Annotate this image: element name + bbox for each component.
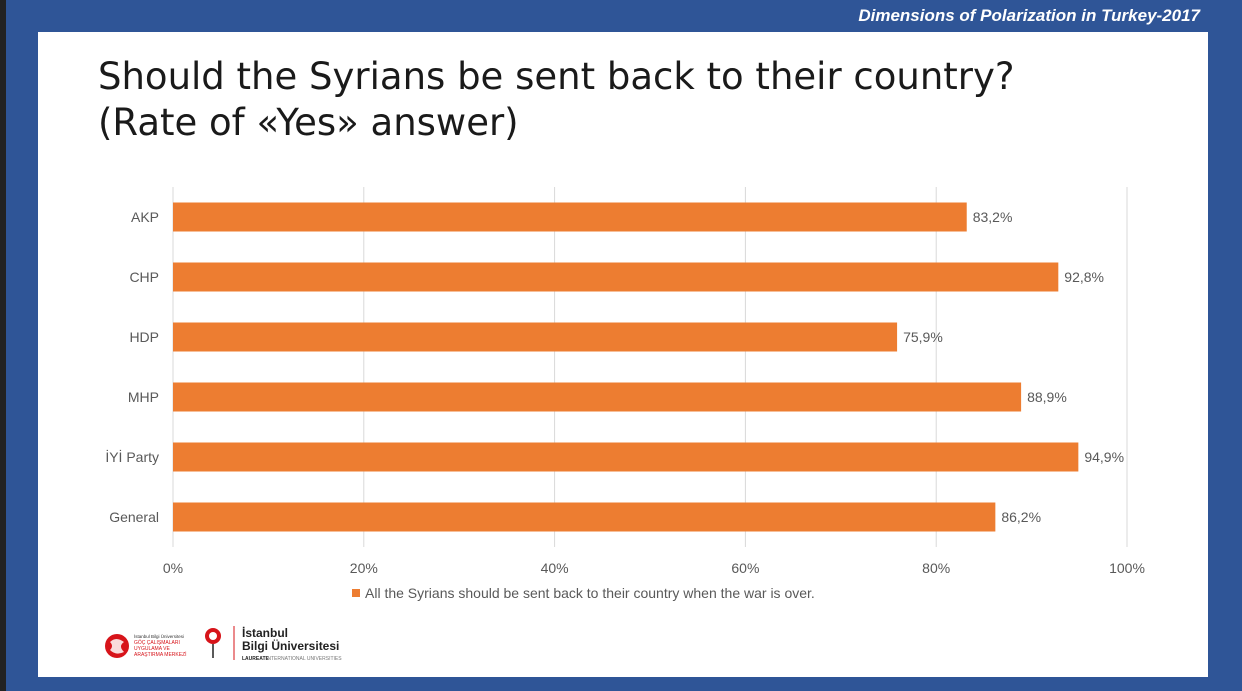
left-edge <box>0 0 6 691</box>
x-tick-label-80: 80% <box>922 560 950 576</box>
goc-logo-line-4: ARAŞTIRMA MERKEZİ <box>134 651 187 658</box>
bar-3 <box>173 382 1022 412</box>
bar-1 <box>173 262 1059 292</box>
data-label-4: 94,9% <box>1084 449 1124 465</box>
x-tick-label-100: 100% <box>1109 560 1145 576</box>
category-label-3: MHP <box>128 389 159 405</box>
header-title: Dimensions of Polarization in Turkey-201… <box>858 6 1200 25</box>
bilgi-logo-tag: INTERNATIONAL UNIVERSITIES <box>266 656 342 662</box>
bar-0 <box>173 202 967 232</box>
data-label-2: 75,9% <box>903 329 943 345</box>
legend-label: All the Syrians should be sent back to t… <box>365 585 815 601</box>
category-label-1: CHP <box>129 269 159 285</box>
goc-logo-line-1: İstanbul Bilgi Üniversitesi <box>134 633 184 639</box>
category-label-4: İYİ Party <box>105 448 159 465</box>
data-label-5: 86,2% <box>1001 509 1041 525</box>
slide-title-line-2: (Rate of «Yes» answer) <box>98 101 519 144</box>
bilgi-logo-line-2: Bilgi Üniversitesi <box>242 638 339 653</box>
goc-center-logo: İstanbul Bilgi Üniversitesi GÖÇ ÇALIŞMAL… <box>104 632 194 667</box>
bilgi-logo-line-1: İstanbul <box>242 625 288 640</box>
slide: Should the Syrians be sent back to their… <box>38 32 1208 677</box>
data-label-3: 88,9% <box>1027 389 1067 405</box>
category-label-2: HDP <box>129 329 159 345</box>
bilgi-logo-mark: İstanbul Bilgi Üniversitesi LAUREATE INT… <box>205 625 342 662</box>
data-label-0: 83,2% <box>973 209 1013 225</box>
bar-chart: 0% 20% 40% 60% 80% 100% AKP 83,2% CHP 92,8% HDP 75,… <box>105 187 1145 601</box>
bar-4 <box>173 442 1079 472</box>
bilgi-logo-tag-bold: LAUREATE <box>242 656 270 662</box>
goc-logo-line-3: UYGULAMA VE <box>134 646 171 652</box>
slide-title: Should the Syrians be sent back to their… <box>98 54 1015 146</box>
x-tick-label-40: 40% <box>541 560 569 576</box>
x-tick-label-0: 0% <box>163 560 183 576</box>
goc-logo-line-2: GÖÇ ÇALIŞMALARI <box>134 639 180 646</box>
slide-title-line-1: Should the Syrians be sent back to their… <box>98 55 1015 98</box>
x-tick-label-20: 20% <box>350 560 378 576</box>
category-label-0: AKP <box>131 209 159 225</box>
bilgi-logo: İstanbul Bilgi Üniversitesi LAUREATE INT… <box>204 622 374 671</box>
legend-swatch <box>352 589 360 597</box>
goc-center-logo-mark: İstanbul Bilgi Üniversitesi GÖÇ ÇALIŞMAL… <box>105 633 187 658</box>
category-label-5: General <box>109 509 159 525</box>
bar-2 <box>173 322 898 352</box>
bar-5 <box>173 502 996 532</box>
data-label-1: 92,8% <box>1064 269 1104 285</box>
x-tick-label-60: 60% <box>731 560 759 576</box>
